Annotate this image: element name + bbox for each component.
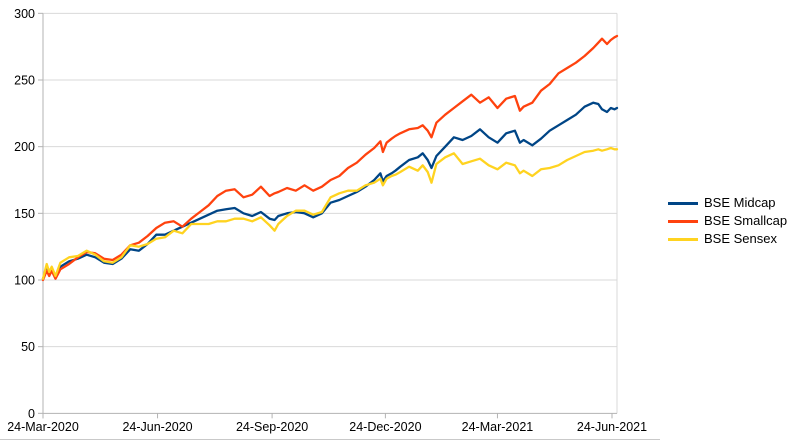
svg-text:24-Mar-2021: 24-Mar-2021 [462,420,534,434]
legend-label-bse-sensex: BSE Sensex [704,231,777,246]
chart-legend: BSE Midcap BSE Smallcap BSE Sensex [668,194,787,248]
svg-text:24-Mar-2020: 24-Mar-2020 [7,420,79,434]
legend-swatch-bse-sensex [668,237,698,241]
svg-text:150: 150 [14,207,35,221]
x-axis-labels: 24-Mar-2020 24-Jun-2020 24-Sep-2020 24-Dec-… [7,420,647,434]
series-bse-smallcap [41,34,619,282]
legend-swatch-bse-midcap [668,201,698,205]
legend-label-bse-smallcap: BSE Smallcap [704,213,788,228]
svg-text:24-Dec-2020: 24-Dec-2020 [349,420,421,434]
series-bse-midcap [41,101,619,280]
svg-text:24-Jun-2020: 24-Jun-2020 [122,420,192,434]
svg-text:0: 0 [28,407,35,421]
svg-text:24-Sep-2020: 24-Sep-2020 [236,420,308,434]
legend-item-bse-sensex: BSE Sensex [668,230,787,248]
svg-text:250: 250 [14,73,35,87]
legend-item-bse-midcap: BSE Midcap [668,194,787,212]
svg-text:200: 200 [14,140,35,154]
y-axis-labels: 0 50 100 150 200 250 300 [14,7,35,421]
svg-text:300: 300 [14,7,35,21]
svg-text:50: 50 [21,340,35,354]
svg-text:24-Jun-2021: 24-Jun-2021 [577,420,647,434]
axes [38,12,617,419]
svg-text:100: 100 [14,273,35,287]
legend-swatch-bse-smallcap [668,219,698,223]
gridlines [43,12,618,414]
legend-label-bse-midcap: BSE Midcap [704,195,776,210]
series [41,34,619,282]
series-bse-sensex [41,146,619,280]
legend-item-bse-smallcap: BSE Smallcap [668,212,787,230]
